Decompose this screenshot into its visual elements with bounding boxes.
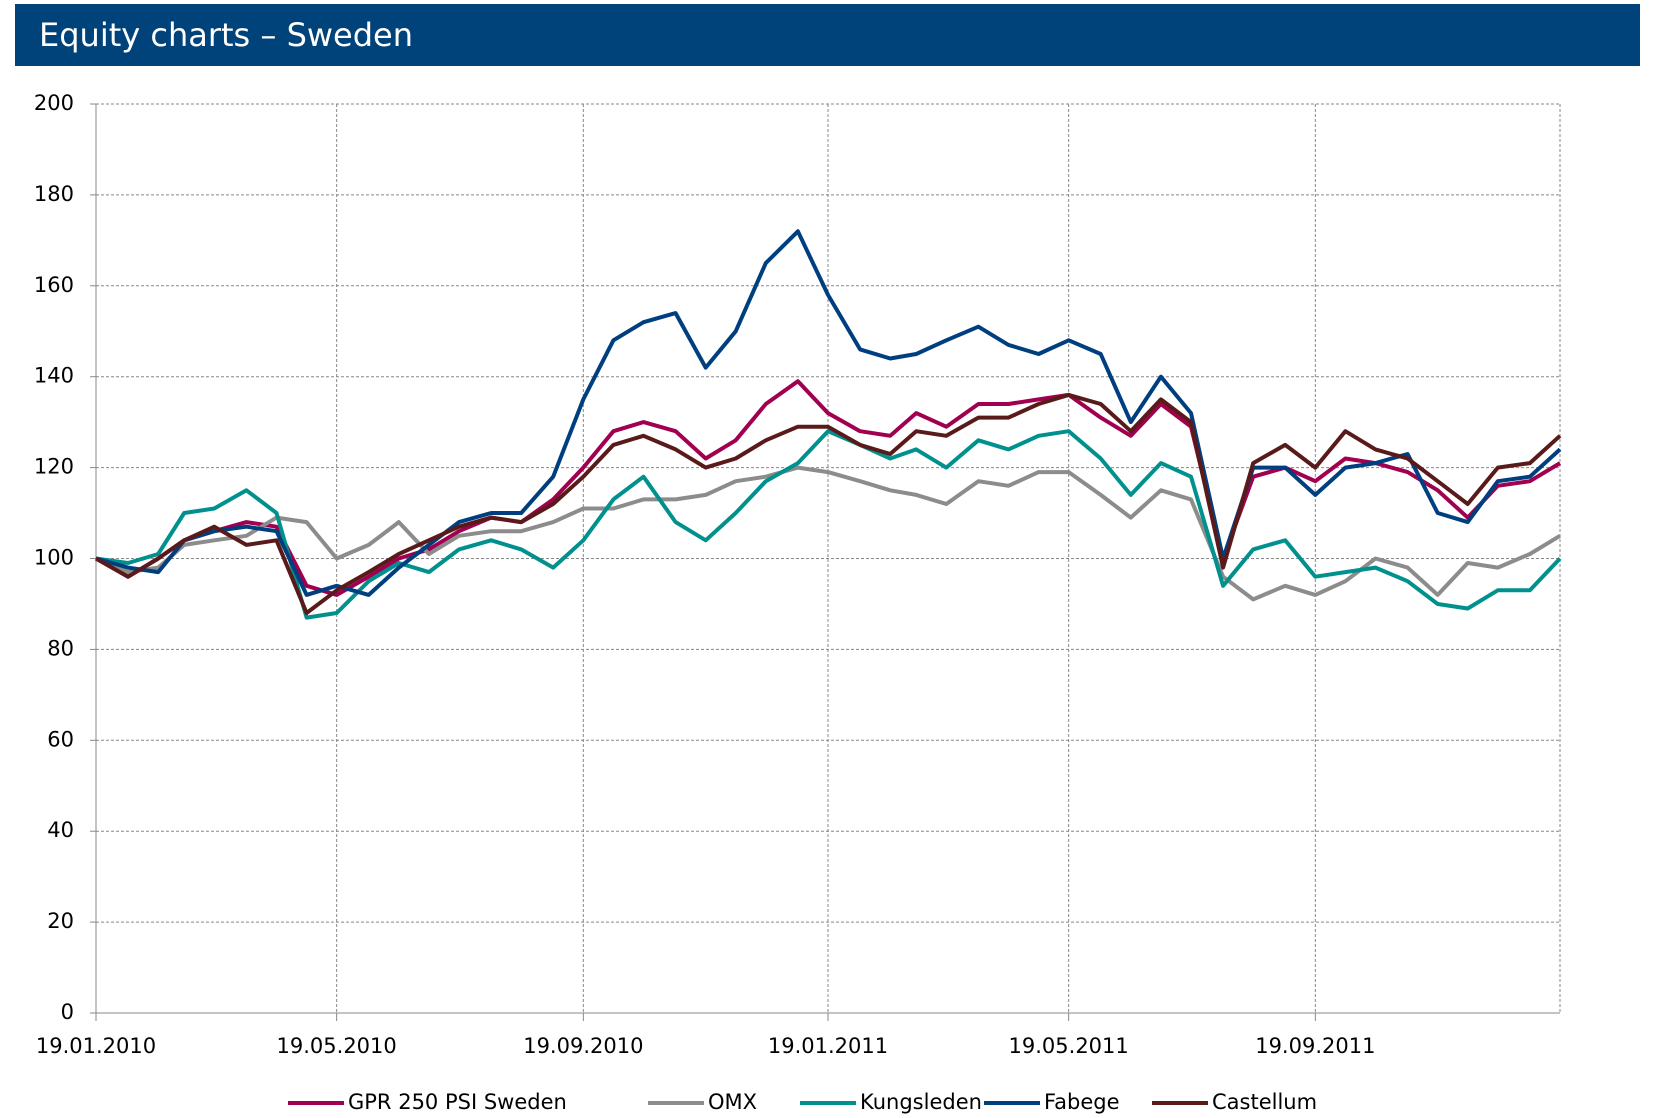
- y-tick-label: 200: [34, 91, 74, 115]
- y-tick-label: 100: [34, 546, 74, 570]
- y-tick-label: 60: [47, 727, 74, 751]
- y-tick-label: 140: [34, 364, 74, 388]
- y-tick-label: 20: [47, 909, 74, 933]
- y-tick-label: 40: [47, 818, 74, 842]
- series-line: [95, 465, 1562, 602]
- chart-title: Equity charts – Sweden: [39, 16, 414, 54]
- series-line: [95, 429, 1562, 620]
- x-tick-label: 19.09.2011: [1255, 1034, 1375, 1058]
- legend-label: Fabege: [1044, 1090, 1120, 1114]
- legend-label: GPR 250 PSI Sweden: [348, 1090, 567, 1114]
- series-line: [95, 379, 1562, 597]
- y-tick-label: 80: [47, 636, 74, 660]
- y-tick-label: 180: [34, 182, 74, 206]
- y-tick-label: 0: [61, 1000, 74, 1024]
- x-tick-label: 19.05.2010: [277, 1034, 397, 1058]
- series-line: [95, 392, 1562, 615]
- x-tick-label: 19.09.2010: [523, 1034, 643, 1058]
- legend-label: OMX: [708, 1090, 757, 1114]
- legend-label: Kungsleden: [860, 1090, 982, 1114]
- series-line: [95, 229, 1562, 597]
- title-banner: Equity charts – Sweden: [15, 4, 1640, 66]
- y-tick-label: 120: [34, 455, 74, 479]
- x-tick-label: 19.01.2010: [36, 1034, 156, 1058]
- x-tick-label: 19.05.2011: [1009, 1034, 1129, 1058]
- legend-label: Castellum: [1212, 1090, 1317, 1114]
- y-tick-label: 160: [34, 273, 74, 297]
- x-tick-label: 19.01.2011: [768, 1034, 888, 1058]
